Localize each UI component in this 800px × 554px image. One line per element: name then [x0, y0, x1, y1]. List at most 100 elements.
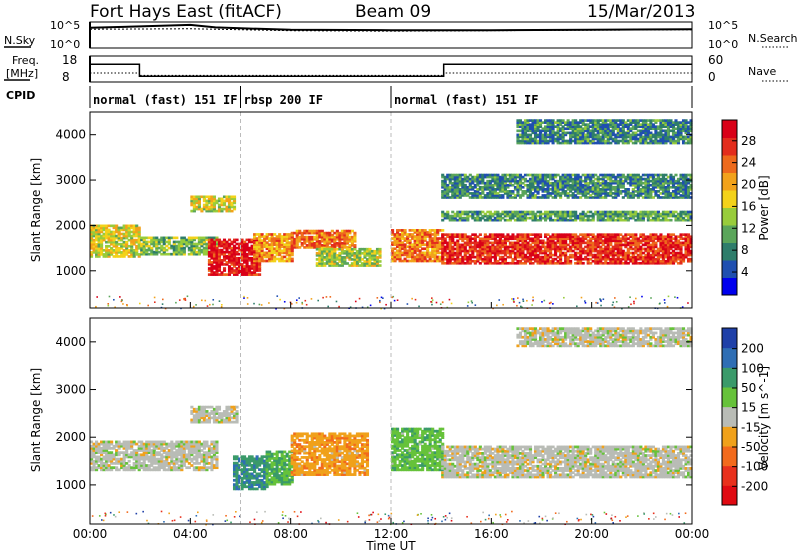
- power-cell: [220, 252, 224, 256]
- power-cell: [473, 261, 477, 265]
- power-cell: [599, 261, 603, 265]
- power-cell: [681, 175, 686, 179]
- power-cell: [217, 197, 222, 201]
- power-cell: [285, 251, 289, 255]
- power-cell: [646, 251, 650, 255]
- power-cell: [551, 181, 555, 185]
- power-cell: [285, 257, 289, 261]
- power-cell: [616, 255, 620, 259]
- power-cell: [546, 212, 550, 216]
- power-cell: [518, 139, 523, 143]
- power-cell: [566, 185, 570, 189]
- power-cell: [491, 251, 495, 255]
- power-cell: [626, 251, 630, 255]
- power-cell: [679, 196, 683, 199]
- power-cell: [564, 216, 568, 220]
- power-cell: [511, 235, 515, 239]
- power-cell: [330, 244, 334, 247]
- power-cell: [601, 257, 605, 261]
- power-cell: [528, 185, 533, 189]
- power-cell: [215, 254, 219, 258]
- power-cell: [182, 236, 186, 240]
- power-cell: [117, 249, 121, 252]
- power-cell: [624, 218, 628, 222]
- power-cell: [646, 261, 650, 265]
- power-cell: [476, 249, 480, 253]
- power-cell: [468, 259, 472, 263]
- power-cell: [323, 258, 327, 261]
- power-cell: [340, 251, 344, 255]
- power-cell: [215, 236, 219, 240]
- power-cell: [508, 212, 512, 216]
- power-cell: [654, 216, 658, 220]
- power-cell: [202, 236, 206, 240]
- power-cell: [599, 177, 603, 181]
- power-cell: [265, 233, 269, 236]
- power-cell: [258, 243, 262, 246]
- power-cell: [531, 129, 535, 133]
- power-cell: [481, 214, 485, 218]
- power-cell: [546, 243, 550, 247]
- power-cell: [549, 255, 553, 259]
- power-cell: [265, 255, 269, 259]
- power-cell: [97, 230, 101, 234]
- power-cell: [516, 190, 520, 193]
- power-cell: [486, 194, 490, 197]
- power-cell: [268, 233, 272, 236]
- power-cell: [438, 255, 442, 259]
- power-cell: [205, 209, 209, 213]
- power-cell: [606, 237, 610, 241]
- power-cell: [428, 241, 432, 244]
- power-cell: [571, 239, 575, 243]
- power-cell: [571, 243, 575, 247]
- power-cell: [456, 214, 460, 218]
- power-cell: [631, 235, 635, 239]
- power-cell: [661, 255, 666, 259]
- power-cell: [624, 175, 628, 179]
- power-cell: [466, 255, 470, 259]
- power-cell: [308, 235, 312, 239]
- power-cell: [554, 245, 558, 249]
- power-cell: [122, 236, 126, 240]
- power-cell: [574, 125, 578, 129]
- power-cell: [523, 243, 528, 247]
- power-cell: [446, 247, 450, 251]
- power-cell: [463, 257, 467, 261]
- power-cell: [102, 234, 106, 238]
- power-cell: [248, 246, 252, 250]
- power-cell: [446, 185, 450, 189]
- power-cell: [576, 255, 580, 259]
- power-cell: [501, 216, 505, 220]
- power-cell: [105, 249, 109, 252]
- power-cell: [428, 239, 432, 242]
- power-cell: [416, 247, 420, 251]
- power-cell: [646, 218, 650, 222]
- power-cell: [503, 179, 507, 183]
- power-cell: [526, 121, 530, 124]
- power-cell: [589, 253, 593, 257]
- power-cell: [488, 218, 492, 222]
- power-cell: [463, 241, 467, 245]
- power-cell: [408, 245, 412, 249]
- power-cell: [576, 247, 580, 251]
- power-cell: [478, 239, 482, 243]
- power-cell: [536, 237, 540, 241]
- power-cell: [102, 224, 106, 228]
- power-cell: [676, 245, 681, 249]
- power-cell: [112, 242, 116, 246]
- power-cell: [551, 121, 555, 124]
- power-cell: [328, 231, 332, 235]
- power-cell: [676, 179, 681, 183]
- power-cell: [210, 256, 214, 260]
- power-cell: [298, 231, 302, 235]
- power-cell: [215, 273, 219, 276]
- power-cell: [584, 135, 588, 139]
- power-cell: [498, 187, 502, 191]
- power-cell: [616, 181, 620, 185]
- power-cell: [468, 245, 472, 249]
- power-cell: [634, 123, 638, 126]
- power-cell: [471, 187, 475, 191]
- power-cell: [646, 173, 650, 177]
- power-cell: [654, 177, 658, 181]
- power-cell: [255, 265, 259, 268]
